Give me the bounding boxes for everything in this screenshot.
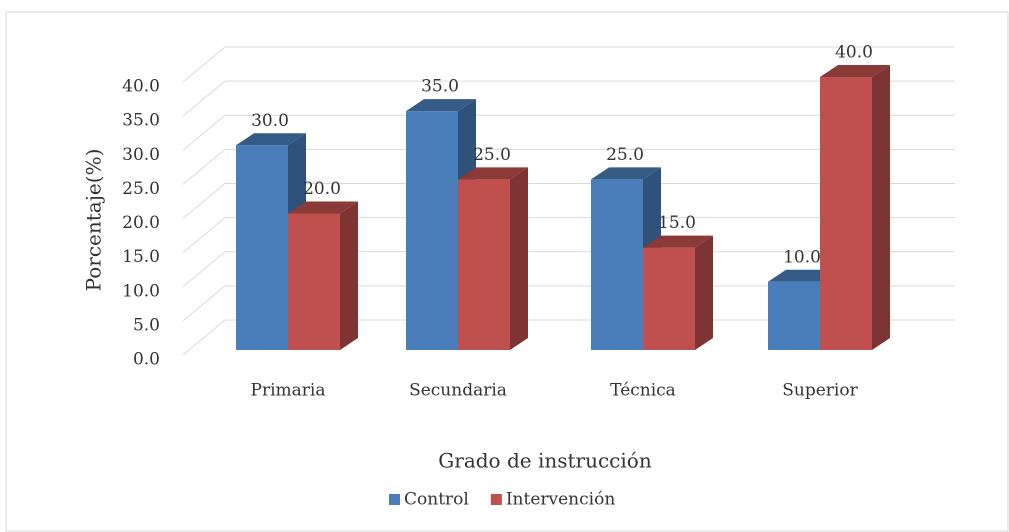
- y-tick-label: 40.0: [122, 77, 160, 97]
- data-label: 15.0: [658, 213, 696, 233]
- legend-swatch: [490, 494, 502, 505]
- bar-side: [872, 65, 890, 350]
- bar: [643, 235, 713, 350]
- bar: [288, 201, 358, 350]
- y-tick-label: 25.0: [122, 179, 160, 199]
- x-tick-label: Secundaria: [409, 381, 507, 401]
- y-axis-title: Porcentaje(%): [82, 149, 106, 292]
- y-tick-label: 15.0: [122, 247, 160, 267]
- bar-top: [406, 99, 476, 112]
- bar-front: [591, 179, 643, 350]
- x-tick-label: Técnica: [610, 381, 676, 401]
- data-label: 35.0: [421, 77, 459, 97]
- bar-front: [406, 111, 458, 350]
- y-tick-label: 20.0: [122, 213, 160, 233]
- bar-front: [643, 247, 695, 350]
- y-tick-label: 10.0: [122, 281, 160, 301]
- grid-line: [182, 114, 955, 151]
- y-tick-label: 35.0: [122, 111, 160, 131]
- bar-top: [458, 167, 528, 180]
- bar-side: [340, 201, 358, 350]
- x-tick-label: Primaria: [251, 381, 326, 401]
- data-label: 20.0: [303, 179, 341, 199]
- data-label: 30.0: [251, 111, 289, 131]
- grid-line: [182, 148, 955, 185]
- x-axis-title: Grado de instrucción: [438, 449, 652, 473]
- y-tick-label: 0.0: [133, 350, 160, 370]
- y-tick-label: 5.0: [133, 315, 160, 335]
- grid-line: [182, 217, 955, 254]
- bar-top: [643, 235, 713, 248]
- bar: [458, 167, 528, 350]
- bar-side: [510, 167, 528, 350]
- grid-line: [182, 46, 955, 83]
- data-label: 40.0: [835, 43, 873, 63]
- y-tick-label: 30.0: [122, 145, 160, 165]
- legend-swatch: [389, 494, 400, 505]
- bar-front: [768, 281, 820, 350]
- bar-side: [695, 235, 713, 350]
- bar-front: [820, 77, 872, 350]
- grid-line: [182, 183, 955, 219]
- bar-top: [820, 65, 890, 77]
- bar: [591, 167, 661, 350]
- bar-front: [236, 145, 288, 350]
- legend-label: Intervención: [506, 490, 615, 510]
- data-label: 25.0: [473, 145, 511, 165]
- data-label: 10.0: [783, 247, 821, 267]
- bar-front: [288, 213, 340, 350]
- bar-top: [288, 201, 358, 214]
- bar-top: [591, 167, 661, 180]
- x-tick-label: Superior: [782, 381, 858, 401]
- bar-top: [236, 133, 306, 146]
- grid-line: [182, 80, 955, 117]
- bar: [820, 65, 890, 350]
- legend-label: Control: [404, 490, 469, 510]
- data-label: 25.0: [606, 145, 644, 165]
- bar-front: [458, 179, 510, 350]
